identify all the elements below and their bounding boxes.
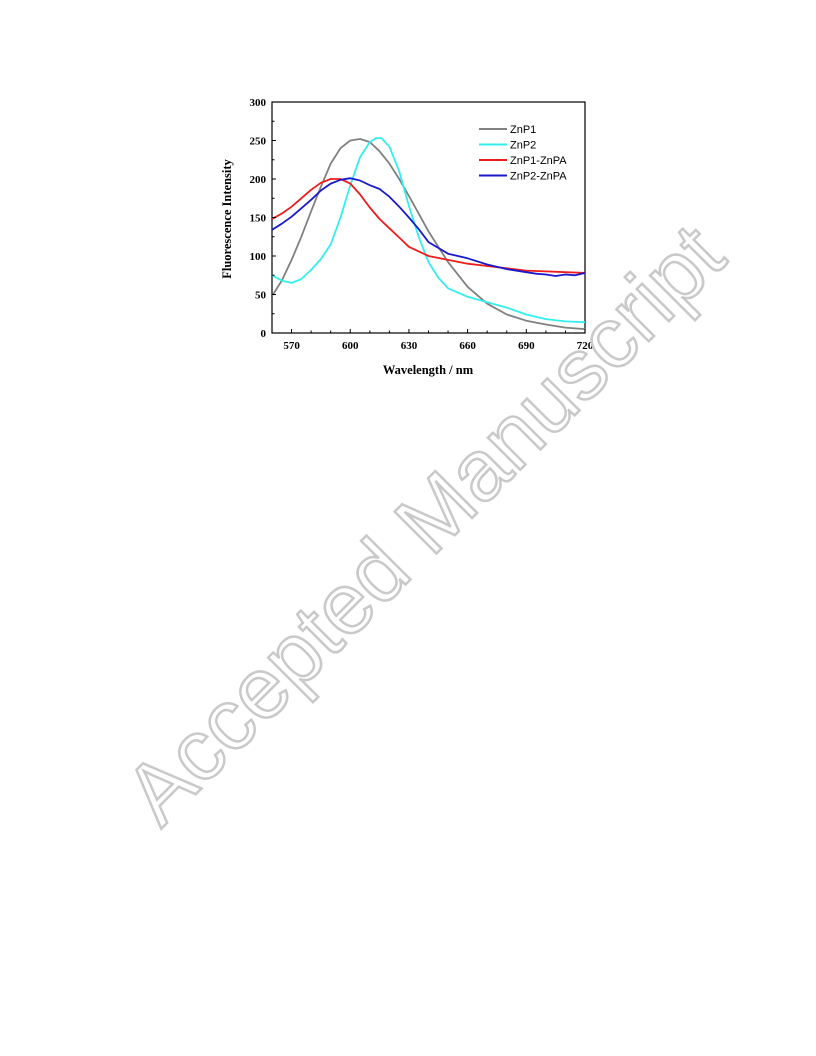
series-lines — [272, 137, 585, 330]
legend-label-znp2: ZnP2 — [510, 140, 536, 152]
x-axis-title: Wavelength / nm — [383, 363, 474, 377]
plot-frame — [271, 101, 586, 334]
y-tick-label: 50 — [255, 290, 267, 302]
legend-label-znp2-znpa: ZnP2-ZnPA — [510, 171, 567, 183]
y-tick-label: 150 — [250, 213, 267, 225]
y-axis-ticks: 0 50 100 150 200 250 300 — [250, 97, 276, 340]
legend-label-znp1: ZnP1 — [510, 124, 536, 136]
x-tick-label: 690 — [518, 340, 535, 352]
y-tick-label: 200 — [250, 174, 267, 186]
legend: ZnP1 ZnP2 ZnP1-ZnPA ZnP2-ZnPA — [479, 124, 567, 183]
x-axis-ticks: 570 600 630 660 690 720 — [271, 329, 594, 352]
series-line-znp2 — [272, 137, 585, 324]
y-tick-label: 300 — [250, 97, 267, 109]
y-tick-label: 100 — [250, 251, 267, 263]
x-tick-label: 600 — [342, 340, 359, 352]
y-tick-label: 250 — [250, 136, 267, 148]
series-line-znp2-znpa — [272, 177, 585, 277]
x-tick-label: 570 — [283, 340, 300, 352]
series-line-znp1 — [272, 138, 585, 330]
x-tick-label: 660 — [459, 340, 476, 352]
y-axis-title: Fluorescence Intensity — [220, 158, 234, 278]
series-line-znp1-znpa — [272, 178, 585, 274]
legend-label-znp1-znpa: ZnP1-ZnPA — [510, 155, 567, 167]
y-tick-label: 0 — [261, 328, 267, 340]
x-tick-label: 720 — [577, 340, 594, 352]
x-tick-label: 630 — [401, 340, 418, 352]
plot-area-border — [271, 101, 586, 334]
